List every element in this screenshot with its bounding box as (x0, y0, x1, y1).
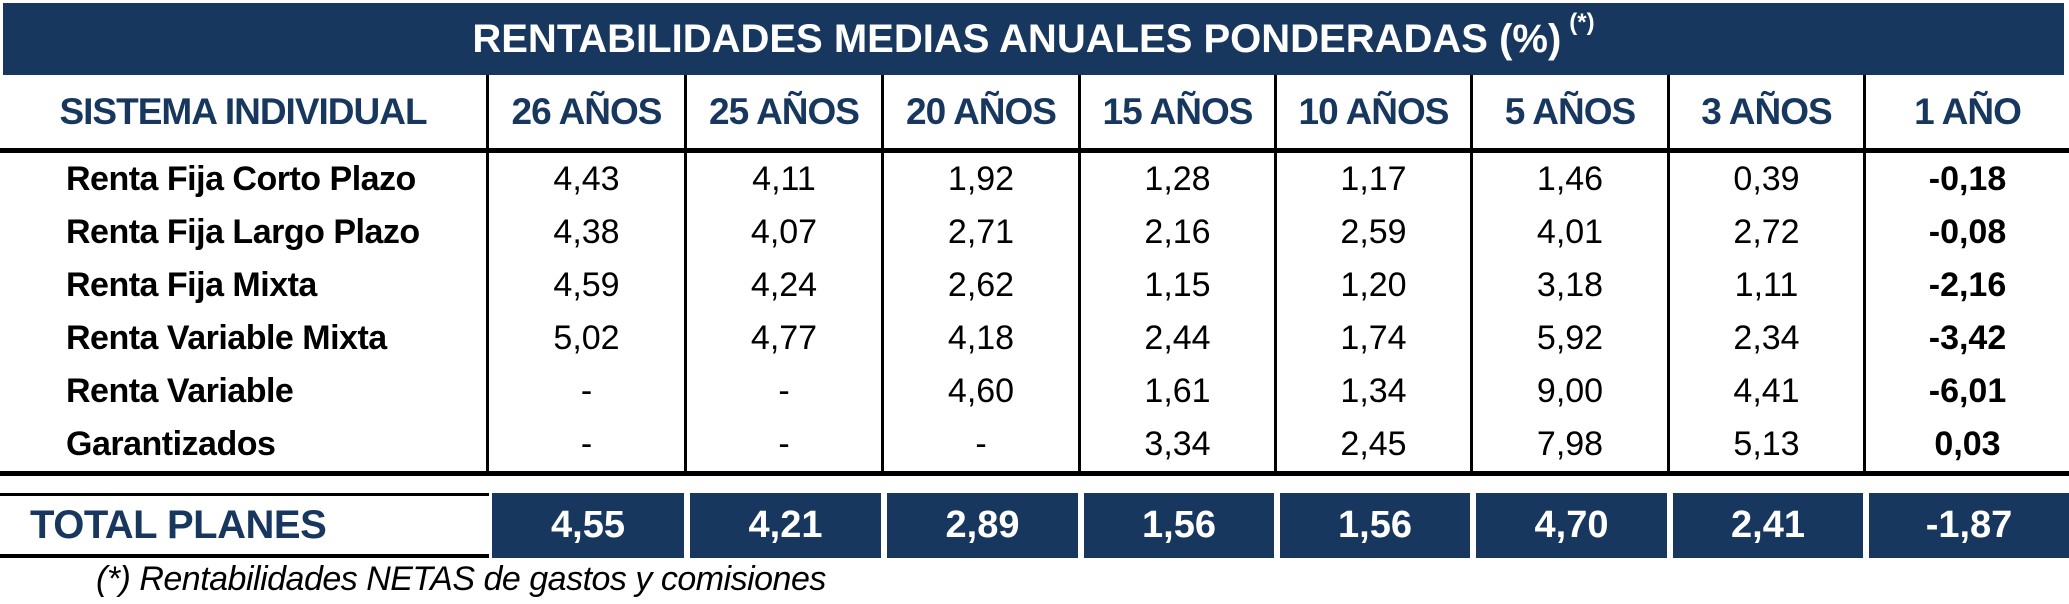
value-cell: 9,00 (1473, 365, 1670, 418)
total-planes-label: TOTAL PLANES (0, 493, 489, 558)
data-rows: Renta Fija Corto Plazo 4,43 4,11 1,92 1,… (0, 153, 2069, 476)
value-cell: -0,08 (1928, 213, 2007, 251)
header-row: SISTEMA INDIVIDUAL 26 AÑOS 25 AÑOS 20 AÑ… (0, 75, 2069, 153)
header-3-anos: 3 AÑOS (1670, 75, 1866, 148)
header-sistema-individual: SISTEMA INDIVIDUAL (0, 75, 489, 148)
value-cell: 2,71 (884, 206, 1081, 259)
value-cell: 1,15 (1081, 259, 1277, 312)
value-cell: - (687, 418, 884, 471)
value-cell: 4,60 (884, 365, 1081, 418)
total-value-cell: 4,21 (690, 493, 881, 558)
total-value-cell: 2,89 (887, 493, 1078, 558)
value-cell: 1,28 (1081, 153, 1277, 206)
table-title-bar: RENTABILIDADES MEDIAS ANUALES PONDERADAS… (3, 3, 2064, 75)
value-cell: -0,18 (1928, 160, 2007, 198)
value-cell: 4,18 (884, 312, 1081, 365)
value-cell: 1,20 (1277, 259, 1473, 312)
value-cell: 2,45 (1277, 418, 1473, 471)
value-cell: - (884, 418, 1081, 471)
header-10-anos: 10 AÑOS (1277, 75, 1473, 148)
value-cell: - (687, 365, 884, 418)
value-cell: 4,38 (489, 206, 687, 259)
value-cell: 4,59 (489, 259, 687, 312)
value-cell: 3,34 (1081, 418, 1277, 471)
total-value-cell: 1,56 (1280, 493, 1470, 558)
value-cell: 1,17 (1277, 153, 1473, 206)
header-1-ano: 1 AÑO (1914, 90, 2022, 132)
value-cell: 2,59 (1277, 206, 1473, 259)
row-label-renta-fija-largo-plazo: Renta Fija Largo Plazo (0, 206, 489, 259)
footnote-text: (*) Rentabilidades NETAS de gastos y com… (96, 560, 826, 598)
total-value-cell: 2,41 (1673, 493, 1863, 558)
value-cell: 5,92 (1473, 312, 1670, 365)
table-title: RENTABILIDADES MEDIAS ANUALES PONDERADAS… (472, 16, 1562, 61)
value-cell: 4,24 (687, 259, 884, 312)
header-26-anos: 26 AÑOS (489, 75, 687, 148)
row-label-garantizados: Garantizados (0, 418, 489, 471)
value-cell: 7,98 (1473, 418, 1670, 471)
total-value-cell: 4,55 (492, 493, 684, 558)
value-cell: 4,43 (489, 153, 687, 206)
value-cell: 1,74 (1277, 312, 1473, 365)
value-cell: 1,11 (1670, 259, 1866, 312)
value-cell: -2,16 (1928, 266, 2007, 304)
header-5-anos: 5 AÑOS (1473, 75, 1670, 148)
total-value-cell: 1,56 (1084, 493, 1274, 558)
total-row: TOTAL PLANES 4,55 4,21 2,89 1,56 1,56 4,… (0, 493, 2069, 558)
value-cell: 5,02 (489, 312, 687, 365)
row-label-renta-fija-corto-plazo: Renta Fija Corto Plazo (0, 153, 489, 206)
value-cell: 4,01 (1473, 206, 1670, 259)
value-cell: 2,62 (884, 259, 1081, 312)
total-value-cell: -1,87 (1869, 493, 2069, 558)
value-cell: 3,18 (1473, 259, 1670, 312)
value-cell: 5,13 (1670, 418, 1866, 471)
value-cell: 4,41 (1670, 365, 1866, 418)
value-cell: 2,44 (1081, 312, 1277, 365)
value-cell: 2,16 (1081, 206, 1277, 259)
value-cell: 1,46 (1473, 153, 1670, 206)
value-cell: 4,11 (687, 153, 884, 206)
value-cell: 1,92 (884, 153, 1081, 206)
value-cell: 1,34 (1277, 365, 1473, 418)
value-cell: 2,72 (1670, 206, 1866, 259)
footnote-marker-superscript: (*) (1569, 9, 1595, 36)
value-cell: 0,03 (1934, 425, 2001, 463)
value-cell: -6,01 (1928, 372, 2007, 410)
row-label-renta-variable-mixta: Renta Variable Mixta (0, 312, 489, 365)
total-value-cell: 4,70 (1476, 493, 1667, 558)
value-cell: 4,77 (687, 312, 884, 365)
header-20-anos: 20 AÑOS (884, 75, 1081, 148)
value-cell: - (489, 365, 687, 418)
value-cell: 1,61 (1081, 365, 1277, 418)
header-15-anos: 15 AÑOS (1081, 75, 1277, 148)
value-cell: -3,42 (1928, 319, 2007, 357)
row-label-renta-fija-mixta: Renta Fija Mixta (0, 259, 489, 312)
value-cell: 2,34 (1670, 312, 1866, 365)
value-cell: 4,07 (687, 206, 884, 259)
value-cell: - (489, 418, 687, 471)
header-25-anos: 25 AÑOS (687, 75, 884, 148)
value-cell: 0,39 (1670, 153, 1866, 206)
row-label-renta-variable: Renta Variable (0, 365, 489, 418)
